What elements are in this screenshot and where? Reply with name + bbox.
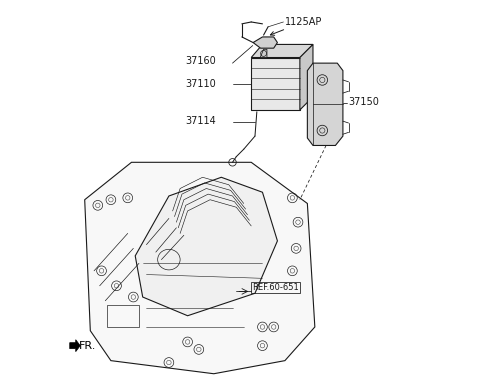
- Bar: [251, 282, 300, 293]
- Polygon shape: [251, 58, 300, 110]
- Polygon shape: [70, 340, 80, 352]
- Polygon shape: [84, 162, 315, 374]
- Text: REF.60-651: REF.60-651: [252, 283, 299, 292]
- Text: 37110: 37110: [185, 79, 216, 89]
- Polygon shape: [135, 177, 277, 316]
- Text: 37150: 37150: [348, 97, 379, 107]
- Polygon shape: [260, 49, 267, 58]
- Text: FR.: FR.: [79, 341, 96, 351]
- Polygon shape: [300, 44, 313, 110]
- Text: 1125AP: 1125AP: [270, 17, 322, 35]
- Text: 37160: 37160: [185, 56, 216, 66]
- Polygon shape: [253, 37, 277, 48]
- Polygon shape: [251, 44, 313, 58]
- Polygon shape: [307, 63, 343, 146]
- Text: 37114: 37114: [185, 116, 216, 126]
